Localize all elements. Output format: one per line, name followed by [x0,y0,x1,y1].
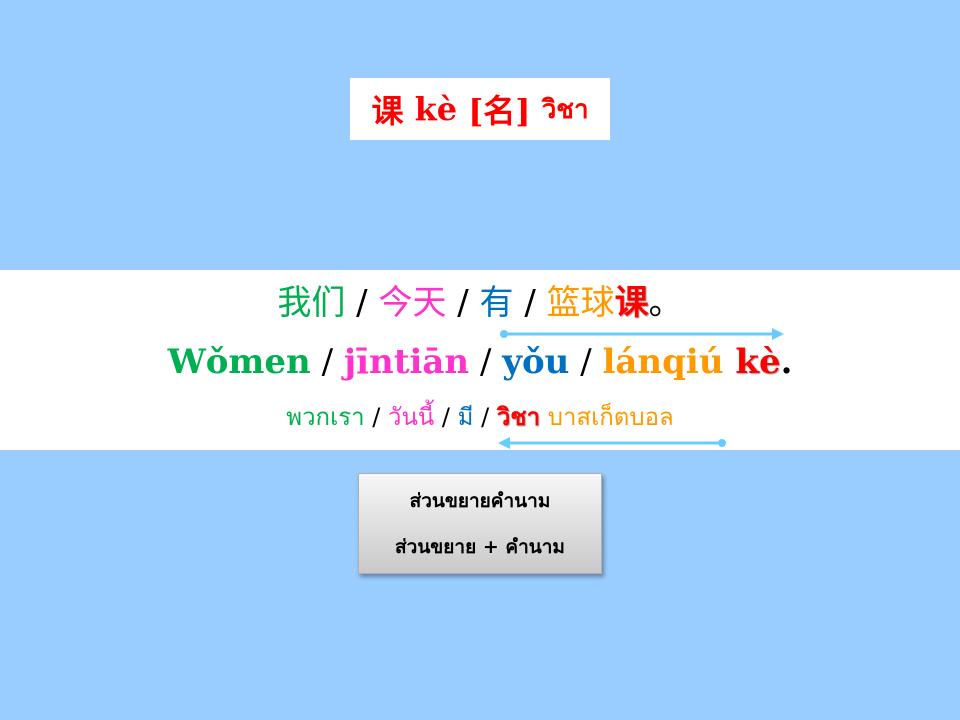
title-thai: วิชา [541,94,589,125]
chinese-word-lanqiu: 篮球 [546,283,615,323]
separator: / [364,403,388,431]
chinese-sentence: 我们 / 今天 / 有 / 篮球课。 [0,281,960,325]
pinyin-word-ke: kè [735,342,781,382]
chinese-word-jintian: 今天 [378,283,447,323]
separator: / [446,283,480,323]
thai-word-wanni: วันนี้ [388,403,435,431]
separator: / [345,283,379,323]
pinyin-period: . [780,342,793,382]
double-arrow-thai [498,437,726,449]
separator: / [434,403,458,431]
example-sentence-band: 我们 / 今天 / 有 / 篮球课。 Wǒmen / jīntiān / yǒu… [0,270,960,450]
pinyin-word-women: Wǒmen [167,342,311,382]
thai-word-phuakrao: พวกเรา [286,403,365,431]
separator: / [310,342,344,382]
separator: / [513,283,547,323]
title-pos: [名] [468,92,531,130]
pinyin-word-jintian: jīntiān [343,342,470,382]
title-pinyin: kè [414,90,458,128]
vocab-title: 课 kè [名] วิชา [350,78,610,140]
chinese-period: 。 [648,283,683,323]
note-formula: ส่วนขยาย + คำนาม [395,536,565,558]
separator: / [473,403,497,431]
thai-word-wicha: วิชา [496,403,541,431]
chinese-word-ke: 课 [614,283,649,323]
thai-sentence: พวกเรา / วันนี้ / มี / วิชา บาสเก็ตบอล [0,400,960,434]
grammar-note-box: ส่วนขยายคำนาม ส่วนขยาย + คำนาม [358,473,602,574]
pinyin-word-you: yǒu [502,342,570,382]
separator: / [469,342,503,382]
thai-word-basketball: บาสเก็ตบอล [547,403,674,431]
title-hanzi: 课 [371,92,404,130]
chinese-word-you: 有 [479,283,514,323]
pinyin-word-lanqiu: lánqiú [602,342,724,382]
separator: / [569,342,603,382]
double-arrow-pinyin [500,328,784,340]
pinyin-sentence: Wǒmen / jīntiān / yǒu / lánqiú kè. [0,340,960,384]
chinese-word-women: 我们 [277,283,346,323]
thai-word-mi: มี [457,403,474,431]
note-title: ส่วนขยายคำนาม [409,490,551,512]
